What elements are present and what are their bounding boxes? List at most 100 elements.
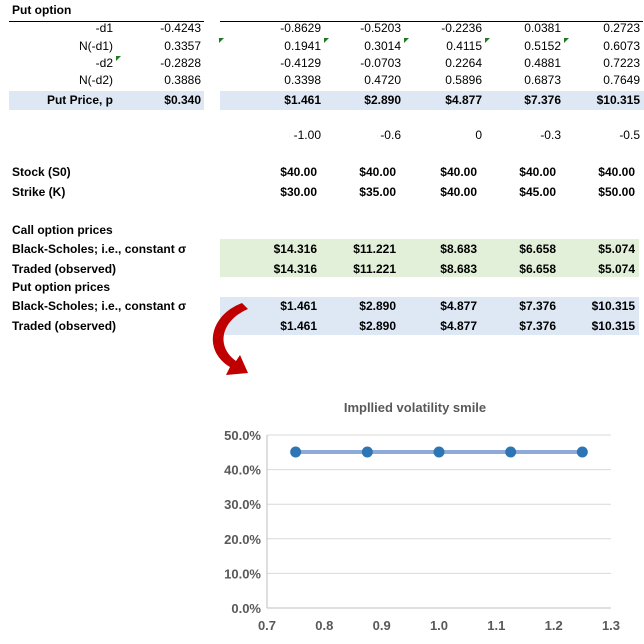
chart-title: Impllied volatility smile (344, 400, 486, 415)
price-cell: $7.376 (519, 299, 556, 313)
input-value: $30.00 (280, 185, 317, 199)
table-cell: 0.5152 (524, 39, 561, 53)
price-cell: $8.683 (440, 262, 477, 276)
row-label: Black-Scholes; i.e., constant σ (12, 242, 187, 256)
put-option-title: Put option (12, 3, 72, 17)
row-label: Traded (observed) (12, 262, 117, 276)
comment-indicator-icon (404, 38, 409, 43)
input-value: $50.00 (598, 185, 635, 199)
y-tick-label: 30.0% (224, 497, 261, 512)
row-value: -0.2828 (160, 56, 201, 70)
row-label: -d1 (95, 21, 113, 35)
table-cell: 0.6873 (524, 73, 561, 87)
price-cell: $11.221 (353, 262, 396, 276)
comment-indicator-icon (116, 56, 121, 61)
input-label: Stock (S0) (12, 165, 71, 179)
divider (9, 21, 204, 22)
row-value: -0.4243 (160, 21, 201, 35)
y-tick-label: 50.0% (224, 428, 261, 443)
table-cell: $7.376 (524, 93, 561, 107)
table-cell: $2.890 (364, 93, 401, 107)
data-point (361, 446, 373, 458)
x-tick-label: 1.1 (487, 618, 505, 633)
x-tick-label: 1.0 (430, 618, 448, 633)
table-cell: -0.5 (619, 128, 640, 142)
table-cell: 0.2264 (445, 56, 482, 70)
price-cell: $6.658 (519, 242, 556, 256)
table-cell: 0.4115 (446, 39, 482, 53)
row-label: Traded (observed) (12, 319, 117, 333)
data-point (505, 446, 517, 458)
input-value: $35.00 (359, 185, 396, 199)
x-tick-label: 1.3 (602, 618, 620, 633)
price-cell: $5.074 (598, 242, 635, 256)
data-point (433, 446, 445, 458)
table-cell: -1.00 (293, 128, 321, 142)
price-cell: $8.683 (440, 242, 477, 256)
row-label: N(-d1) (78, 39, 113, 53)
data-point (290, 446, 302, 458)
table-cell: -0.6 (380, 128, 401, 142)
price-cell: $4.877 (440, 299, 477, 313)
input-label: Strike (K) (12, 185, 66, 199)
table-cell: 0.7223 (603, 56, 640, 70)
price-cell: $14.316 (273, 262, 317, 276)
table-cell: $10.315 (596, 93, 640, 107)
y-tick-label: 40.0% (224, 463, 261, 478)
call-prices-band (220, 239, 639, 277)
input-value: $40.00 (440, 165, 477, 179)
input-value: $40.00 (440, 185, 477, 199)
table-cell: 0.3014 (364, 39, 401, 53)
table-cell: 0.6073 (603, 39, 640, 53)
table-cell: -0.4129 (280, 56, 321, 70)
put-prices-title: Put option prices (12, 280, 111, 294)
table-cell: 0.0381 (524, 21, 561, 35)
table-cell: 0.7649 (603, 73, 640, 87)
input-value: $45.00 (519, 185, 556, 199)
price-cell: $4.877 (440, 319, 477, 333)
price-cell: $6.658 (519, 262, 556, 276)
table-cell: $1.461 (284, 93, 321, 107)
comment-indicator-icon (324, 38, 329, 43)
row-label: N(-d2) (78, 73, 113, 87)
input-value: $40.00 (280, 165, 317, 179)
table-cell: 0.5896 (445, 73, 482, 87)
price-cell: $5.074 (598, 262, 635, 276)
table-cell: -0.8629 (280, 21, 321, 35)
call-prices-title: Call option prices (12, 223, 113, 237)
price-cell: $1.461 (280, 319, 317, 333)
y-tick-label: 10.0% (224, 566, 261, 581)
price-cell: $14.316 (273, 242, 317, 256)
table-cell: 0.1941 (284, 39, 321, 53)
row-label: -d2 (95, 56, 113, 70)
row-label: Put Price, p (46, 93, 113, 107)
x-tick-label: 0.9 (373, 618, 391, 633)
price-cell: $7.376 (519, 319, 556, 333)
x-tick-label: 0.7 (258, 618, 276, 633)
table-cell: -0.5203 (360, 21, 401, 35)
table-cell: 0.4720 (364, 73, 401, 87)
y-tick-label: 0.0% (231, 601, 261, 616)
comment-indicator-icon (219, 38, 224, 43)
row-value: 0.3886 (164, 73, 201, 87)
price-cell: $10.315 (591, 319, 635, 333)
implied-volatility-chart: Impllied volatility smile 0.0% 10.0% 20.0% 3… (224, 400, 620, 633)
table-cell: -0.3 (540, 128, 561, 142)
row-value: 0.3357 (164, 39, 201, 53)
input-value: $40.00 (519, 165, 556, 179)
input-value: $40.00 (598, 165, 635, 179)
comment-indicator-icon (564, 38, 569, 43)
put-prices-band (220, 297, 639, 335)
table-cell: 0.4881 (524, 56, 561, 70)
divider (220, 21, 643, 22)
curved-arrow-icon (212, 303, 248, 375)
row-label: Black-Scholes; i.e., constant σ (12, 299, 187, 313)
price-cell: $2.890 (359, 319, 396, 333)
put-price-band (220, 91, 644, 110)
table-cell: $4.877 (445, 93, 482, 107)
x-tick-label: 0.8 (315, 618, 333, 633)
put-price-band (9, 91, 204, 110)
price-cell: $11.221 (353, 242, 396, 256)
price-cell: $2.890 (359, 299, 396, 313)
table-cell: 0 (475, 128, 482, 142)
